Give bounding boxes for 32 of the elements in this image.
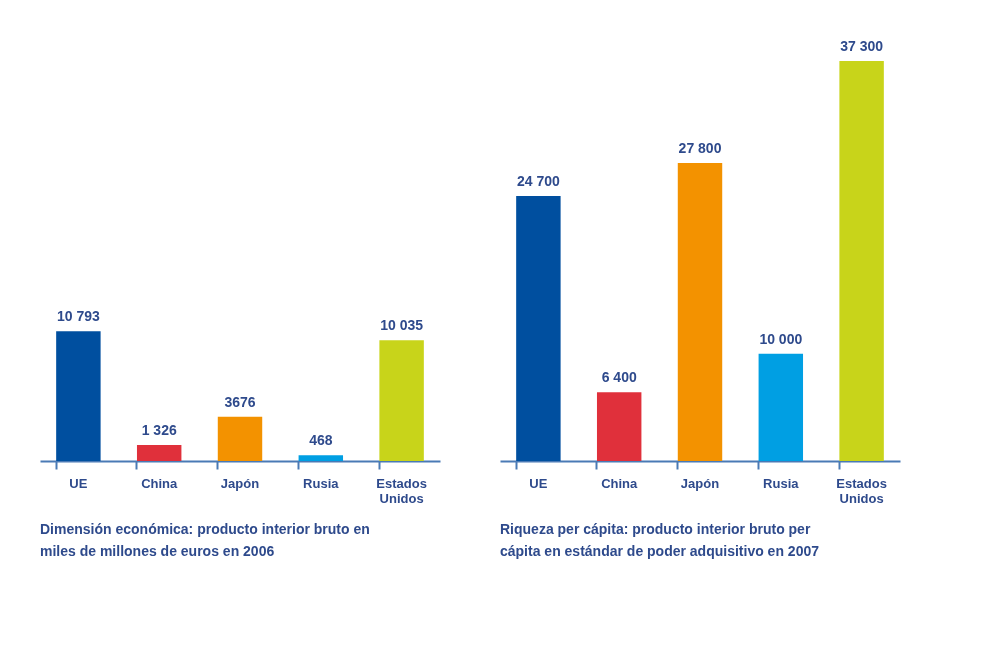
x-tick-label: Japón: [680, 475, 720, 491]
x-tick-label: Rusia: [303, 475, 340, 491]
x-tick-label: Estados Unidos: [836, 475, 887, 506]
bar: [56, 331, 101, 461]
text: Dimensión económica: producto interior bruto en miles de millones de euros en 2006: [40, 521, 370, 559]
x-tick-label: UE: [69, 475, 88, 491]
data-label: 10 000: [759, 330, 803, 347]
data-label: 37 300: [840, 38, 884, 54]
x-tick-label: China: [141, 475, 179, 491]
x-tick-label: China: [601, 475, 639, 491]
data-label: 10 035: [380, 317, 424, 334]
bar: [596, 392, 642, 461]
data-label: 3676: [224, 393, 256, 410]
text: Riqueza per cápita: producto interior bruto per cápita en estándar de poder adquisitivo en 2007: [500, 521, 820, 559]
bar: [839, 61, 884, 461]
bar: [136, 445, 182, 461]
x-tick-label: Rusia: [763, 475, 800, 491]
bar: [677, 162, 723, 461]
data-label: 27 800: [678, 139, 722, 156]
bar: [758, 353, 804, 461]
bar: [516, 196, 561, 461]
x-tick-label: Japón: [220, 475, 260, 491]
x-tick-label: Estados Unidos: [376, 475, 427, 506]
bar: [379, 340, 424, 461]
bar: [298, 455, 344, 461]
data-label: 24 700: [516, 173, 560, 190]
data-label: 6 400: [601, 369, 637, 386]
data-label: 10 793: [56, 308, 100, 325]
x-tick-label: UE: [529, 475, 548, 491]
bar: [217, 416, 263, 461]
data-label: 468: [309, 432, 333, 449]
data-label: 1 326: [141, 422, 177, 439]
